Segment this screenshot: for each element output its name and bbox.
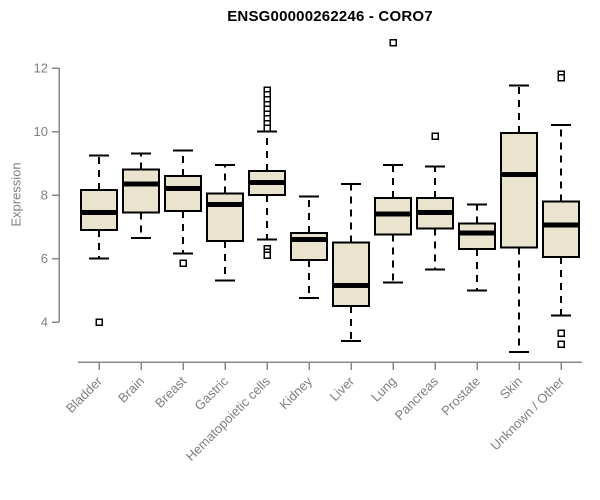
median-line <box>81 209 117 215</box>
median-line <box>375 211 411 217</box>
iqr-box <box>542 200 580 258</box>
x-tick-label: Liver <box>327 373 358 404</box>
x-tick-label: Kidney <box>276 373 315 412</box>
outlier-point <box>557 73 565 82</box>
iqr-box <box>458 222 496 250</box>
y-tick-label: 12 <box>34 61 48 76</box>
x-tick-label: Gastric <box>191 373 231 413</box>
outlier-point <box>557 329 565 337</box>
median-line <box>165 186 201 192</box>
median-line <box>501 171 537 177</box>
iqr-box <box>500 132 538 249</box>
y-tick-label: 8 <box>41 188 48 203</box>
x-tick-label: Brain <box>115 374 147 406</box>
outlier-point <box>557 340 565 348</box>
median-line <box>417 209 453 215</box>
box-gastric <box>206 163 244 282</box>
x-tick-label: Bladder <box>63 373 106 416</box>
x-tick-label: Breast <box>152 373 189 410</box>
box-liver <box>332 182 370 343</box>
x-tick-label: Unknown / Other <box>488 373 568 453</box>
box-kidney <box>290 195 328 300</box>
iqr-box <box>332 241 370 308</box>
outlier-point <box>263 124 271 133</box>
median-line <box>207 202 243 208</box>
outlier-point <box>389 38 397 47</box>
box-pancreas <box>416 132 454 271</box>
iqr-box <box>206 192 244 243</box>
outlier-point <box>95 318 103 326</box>
iqr-box <box>122 168 160 214</box>
outlier-point <box>263 251 271 260</box>
median-line <box>291 236 327 242</box>
box-prostate <box>458 203 496 292</box>
x-tick-label: Lung <box>368 374 399 405</box>
box-lung <box>374 38 412 284</box>
box-brain <box>122 152 160 239</box>
box-breast <box>164 149 202 268</box>
median-line <box>333 282 369 288</box>
median-line <box>459 230 495 236</box>
median-line <box>543 222 579 228</box>
outlier-point <box>179 259 187 268</box>
y-tick-label: 6 <box>41 251 48 266</box>
box-hematopoietic-cells <box>248 86 286 260</box>
x-tick-label: Pancreas <box>392 373 442 423</box>
box-skin <box>500 84 538 354</box>
chart-title: ENSG00000262246 - CORO7 <box>227 8 433 25</box>
median-line <box>123 181 159 187</box>
x-tick-label: Prostate <box>438 374 483 419</box>
y-tick-label: 10 <box>34 124 48 139</box>
box-unknown-other <box>542 70 580 348</box>
box-bladder <box>80 154 118 326</box>
y-axis: 4 6 8 10 12 <box>34 61 60 330</box>
x-tick-label: Skin <box>497 374 525 402</box>
y-tick-label: 4 <box>41 315 48 330</box>
outlier-point <box>431 132 439 141</box>
iqr-box <box>164 174 202 212</box>
median-line <box>249 179 285 185</box>
